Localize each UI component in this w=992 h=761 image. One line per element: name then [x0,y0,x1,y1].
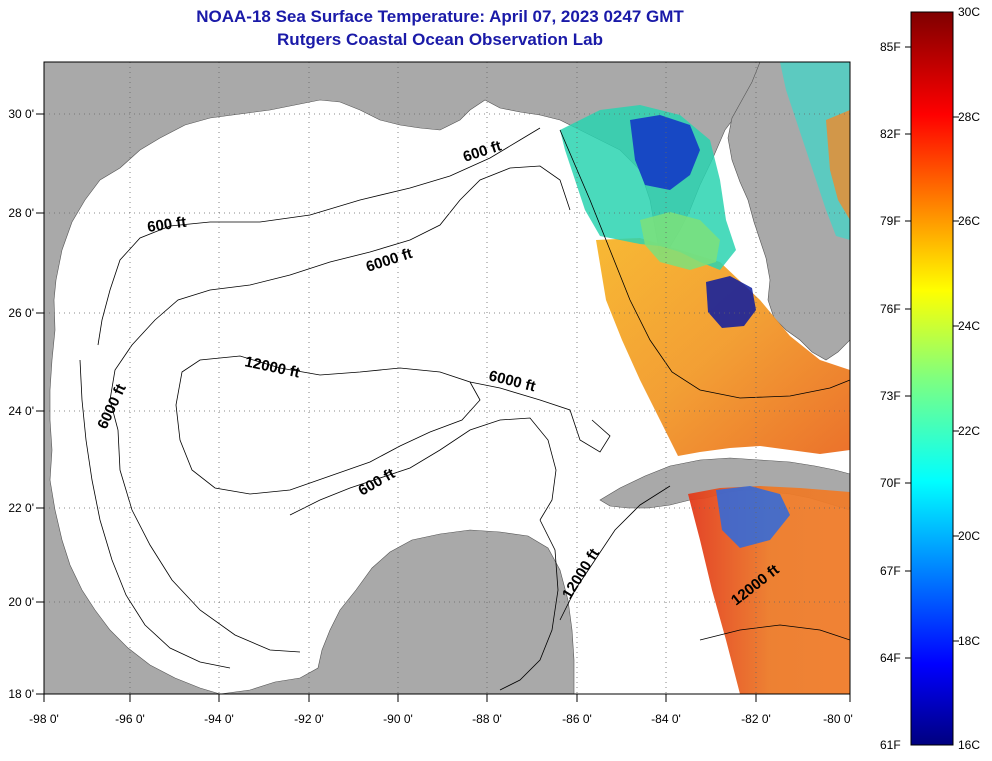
y-axis-labels: 30 0' 28 0' 26 0' 24 0' 22 0' 20 0' 18 0… [8,107,34,701]
x-label-90w: -90 0' [383,712,413,726]
contour-600ft-campeche [289,417,557,521]
x-axis-labels: -98 0' -96 0' -94 0' -92 0' -90 0' -88 0… [29,712,853,726]
map-frame [43,61,851,695]
contour-6000ft-west [117,429,301,653]
sst-swath-blue-patch-2 [706,276,756,328]
colorbar-f-85: 85F [880,40,901,54]
colorbar-f-67: 67F [880,564,901,578]
colorbar-f-79: 79F [880,214,901,228]
sst-swath-south-cool-patch [716,486,790,548]
y-label-22n: 22 0' [8,501,34,515]
colorbar-f-61: 61F [880,738,901,752]
contour-600ft-south-texas [79,359,231,669]
x-label-96w: -96 0' [115,712,145,726]
colorbar-c-16: 16C [958,738,980,752]
y-label-30n: 30 0' [8,107,34,121]
sst-swath-blue-patch [630,115,700,190]
sst-swath-atlantic-warm [826,110,850,220]
sst-swath-east-florida-shelf [596,238,850,456]
map-panel: 600 ft 600 ft 6000 ft 12000 ft 6000 ft 6… [44,62,850,694]
title-line-2: Rutgers Coastal Ocean Observation Lab [277,30,603,49]
contour-6000ft-north [109,165,571,431]
colorbar-f-73: 73F [880,389,901,403]
y-label-18n: 18 0' [8,687,34,701]
colorbar-c-30: 30C [958,5,980,19]
colorbar-c-20: 20C [958,529,980,543]
colorbar-f-64: 64F [880,651,901,665]
x-label-80w: -80 0' [823,712,853,726]
yucatan-peninsula-land [219,529,575,694]
x-label-82w: -82 0' [741,712,771,726]
x-label-94w: -94 0' [204,712,234,726]
colorbar-gradient [910,11,954,746]
colorbar-c-24: 24C [958,319,980,333]
x-label-86w: -86 0' [562,712,592,726]
sst-swath-green-patch [640,212,720,270]
x-label-98w: -98 0' [29,712,59,726]
colorbar-c-26: 26C [958,214,980,228]
contour-600ft-north-shelf [97,127,541,346]
colorbar-f-70: 70F [880,476,901,490]
colorbar-c-18: 18C [958,634,980,648]
contour-12000ft-yucatan-channel [559,485,671,621]
sst-swath-atlantic-strip [780,62,850,240]
contour-600ft-florida-shelf [559,129,850,399]
y-label-24n: 24 0' [8,404,34,418]
y-label-20n: 20 0' [8,595,34,609]
x-label-88w: -88 0' [472,712,502,726]
contour-6000ft-loop-current [469,381,611,453]
colorbar-c-22: 22C [958,424,980,438]
contour-12000ft-cayman [699,624,850,641]
contour-label-600ft-nw: 600 ft [146,214,187,236]
x-label-84w: -84 0' [651,712,681,726]
axis-ticks [36,113,851,702]
temperature-colorbar: 85F 82F 79F 76F 73F 70F 67F 64F 61F 30C … [880,5,980,752]
contour-12000ft-abyssal [175,355,481,495]
y-label-28n: 28 0' [8,206,34,220]
y-label-26n: 26 0' [8,306,34,320]
colorbar-f-82: 82F [880,127,901,141]
contour-600ft-campeche-bank [499,519,559,691]
colorbar-c-28: 28C [958,110,980,124]
graticule [44,62,850,694]
colorbar-f-76: 76F [880,302,901,316]
sst-swath-south-yucatan-channel [688,486,850,694]
title-line-1: NOAA-18 Sea Surface Temperature: April 0… [196,7,684,26]
x-label-92w: -92 0' [294,712,324,726]
